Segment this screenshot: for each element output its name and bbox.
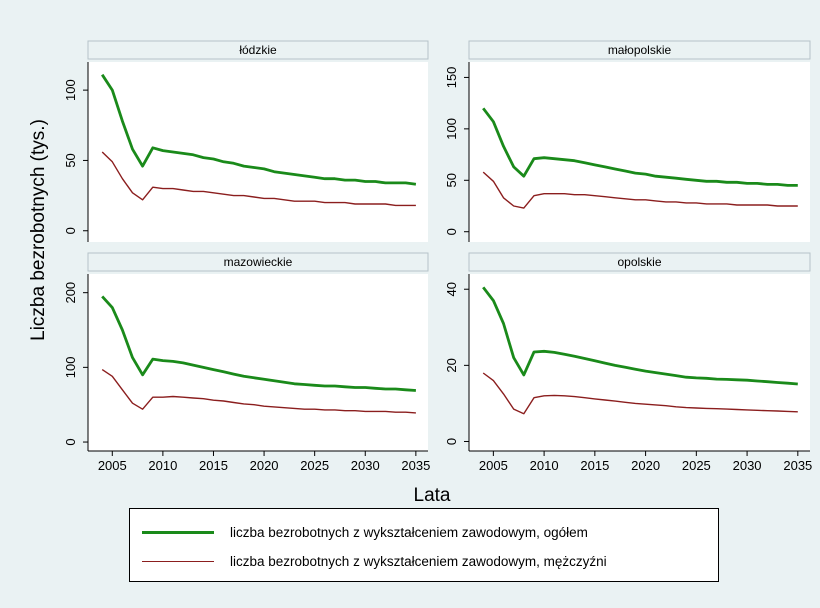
legend: liczba bezrobotnych z wykształceniem zaw…	[129, 508, 719, 582]
series-line-men	[101, 369, 416, 414]
plot-area	[88, 62, 428, 242]
x-tick-label: 2030	[351, 458, 380, 473]
panel-title-bar	[468, 40, 811, 60]
panel-lodzkie: łódzkie 0 50 100	[63, 40, 429, 242]
y-tick-label: 100	[444, 118, 459, 140]
panel-title: mazowieckie	[224, 255, 293, 269]
x-tick-label: 2035	[783, 458, 812, 473]
panel-title: opolskie	[617, 255, 661, 269]
legend-item-total: liczba bezrobotnych z wykształceniem zaw…	[142, 522, 588, 542]
panel-title-bar	[87, 40, 429, 60]
legend-label-total: liczba bezrobotnych z wykształceniem zaw…	[230, 524, 588, 540]
x-tick-label: 2005	[479, 458, 508, 473]
plot-area	[469, 62, 810, 242]
x-tick-label: 2015	[199, 458, 228, 473]
x-tick-label: 2015	[580, 458, 609, 473]
panel-title-bar	[468, 252, 811, 272]
legend-line-total	[142, 530, 214, 534]
plot-area	[88, 274, 428, 451]
x-tick-label: 2005	[98, 458, 127, 473]
x-tick-label: 2010	[530, 458, 559, 473]
x-tick-label: 2035	[401, 458, 430, 473]
x-tick-label: 2020	[631, 458, 660, 473]
x-tick-label: 2020	[250, 458, 279, 473]
series-line-men	[482, 171, 798, 209]
y-tick-label: 200	[63, 282, 78, 304]
panel-title: łódzkie	[239, 43, 277, 57]
series-line-men	[101, 151, 416, 207]
y-tick-label: 50	[63, 153, 78, 167]
y-tick-label: 0	[63, 227, 78, 234]
panel-malopolskie: małopolskie 0 50 100 150	[444, 40, 811, 242]
panel-mazowieckie: mazowieckie 0 100 200 2005 2010 2015 2020 2025 20…	[63, 252, 430, 473]
series-line-total	[482, 286, 798, 386]
legend-label-men: liczba bezrobotnych z wykształceniem zaw…	[230, 553, 607, 569]
y-tick-label: 100	[63, 357, 78, 379]
x-tick-label: 2025	[300, 458, 329, 473]
y-tick-label: 50	[444, 173, 459, 187]
panel-title: małopolskie	[608, 43, 672, 57]
y-tick-label: 0	[63, 438, 78, 445]
series-line-men	[482, 372, 798, 415]
y-tick-label: 40	[444, 282, 459, 296]
x-tick-label: 2030	[733, 458, 762, 473]
panel-opolskie: opolskie 0 20 40 2005 2010 2015 2020 2025 2030 203…	[444, 252, 812, 473]
legend-line-men	[142, 560, 214, 562]
y-axis-title: Liczba bezrobotnych (tys.)	[28, 119, 49, 341]
panels-group: łódzkie 0 50 100 małopolskie 0 50 100 150 mazowie…	[63, 40, 812, 473]
series-line-total	[101, 73, 417, 186]
y-tick-label: 150	[444, 67, 459, 89]
y-tick-label: 100	[63, 79, 78, 101]
legend-item-men: liczba bezrobotnych z wykształceniem zaw…	[142, 551, 607, 571]
panel-title-bar	[87, 252, 429, 272]
y-tick-label: 0	[444, 228, 459, 235]
plot-area	[469, 274, 810, 451]
series-line-total	[101, 295, 416, 392]
y-tick-label: 20	[444, 358, 459, 372]
x-axis-title: Lata	[414, 485, 451, 506]
x-tick-label: 2010	[148, 458, 177, 473]
series-line-total	[482, 107, 798, 187]
y-tick-label: 0	[444, 438, 459, 445]
x-tick-label: 2025	[682, 458, 711, 473]
